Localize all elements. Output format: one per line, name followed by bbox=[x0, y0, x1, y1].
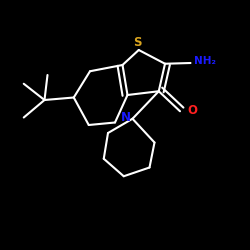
Text: N: N bbox=[120, 111, 130, 124]
Text: NH₂: NH₂ bbox=[194, 56, 216, 66]
Text: O: O bbox=[188, 104, 198, 117]
Text: S: S bbox=[133, 36, 142, 50]
